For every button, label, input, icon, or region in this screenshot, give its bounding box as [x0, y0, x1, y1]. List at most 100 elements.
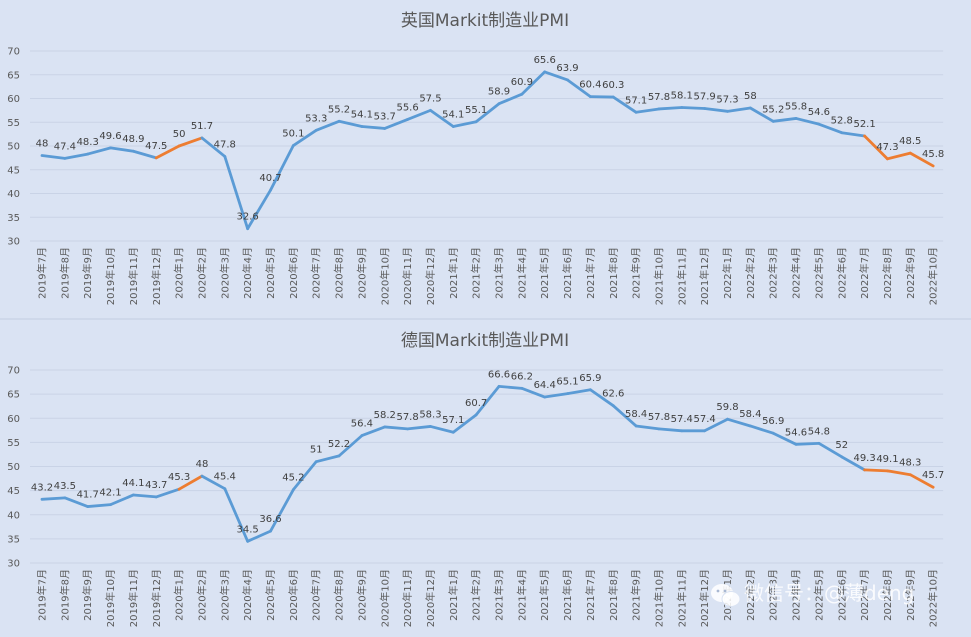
x-tick-label: 2022年3月: [767, 247, 780, 299]
data-label: 52.1: [853, 119, 875, 130]
line-segment: [223, 487, 250, 543]
line-segment: [291, 128, 318, 147]
x-tick-label: 2022年10月: [927, 247, 940, 305]
y-tick-label: 60: [7, 94, 20, 105]
x-tick-label: 2019年8月: [58, 569, 71, 621]
x-tick-label: 2022年9月: [904, 247, 917, 299]
data-label: 60.4: [579, 80, 601, 91]
line-segment: [131, 493, 158, 499]
data-label: 53.7: [374, 111, 396, 122]
line-segment: [817, 122, 844, 135]
x-tick-label: 2020年12月: [424, 247, 437, 305]
data-label: 51: [310, 445, 323, 456]
line-segment: [794, 441, 821, 446]
data-label: 60.9: [511, 77, 533, 88]
x-tick-label: 2019年11月: [127, 247, 140, 305]
data-label: 55.2: [762, 104, 784, 115]
data-label: 53.3: [305, 113, 327, 124]
x-tick-label: 2020年8月: [333, 247, 346, 299]
line-segment: [223, 155, 250, 231]
data-label: 65.9: [579, 373, 601, 384]
line-segment: [840, 131, 866, 138]
data-label: 47.4: [54, 141, 76, 152]
x-tick-label: 2020年11月: [401, 247, 414, 305]
x-tick-label: 2021年12月: [698, 247, 711, 305]
line-segment: [383, 118, 410, 130]
x-tick-label: 2022年7月: [858, 569, 871, 621]
highlight-line-segment: [863, 134, 889, 161]
data-label: 45.4: [214, 472, 236, 483]
data-label: 62.6: [602, 389, 624, 400]
x-tick-label: 2021年5月: [538, 247, 551, 299]
data-label: 60.3: [602, 80, 624, 91]
data-label: 48.5: [899, 136, 921, 147]
series-lines: [40, 385, 935, 543]
x-tick-label: 2020年10月: [378, 247, 391, 305]
line-segment: [86, 503, 112, 508]
x-tick-label: 2022年2月: [744, 247, 757, 299]
x-tick-label: 2020年4月: [241, 569, 254, 621]
y-tick-label: 60: [7, 414, 20, 425]
x-tick-label: 2020年2月: [195, 569, 208, 621]
data-label: 43.7: [145, 480, 167, 491]
data-label: 48: [36, 139, 49, 150]
data-label: 58.1: [671, 91, 693, 102]
line-segment: [429, 425, 455, 434]
x-tick-label: 2022年8月: [881, 569, 894, 621]
x-tick-label: 2022年2月: [744, 569, 757, 621]
x-tick-label: 2021年11月: [675, 569, 688, 627]
line-segment: [726, 106, 752, 113]
x-tick-label: 2020年3月: [218, 569, 231, 621]
data-label: 55.8: [785, 101, 807, 112]
data-label: 54.1: [442, 110, 464, 121]
x-tick-label: 2021年12月: [698, 569, 711, 627]
line-segment: [291, 460, 318, 492]
line-segment: [246, 188, 272, 231]
line-segment: [40, 154, 67, 160]
y-tick-label: 70: [7, 47, 20, 58]
y-axis-ticks: 30 35 40 45 50 55 60 65 70: [7, 47, 20, 248]
data-label: 45.7: [922, 470, 944, 481]
data-label: 65.1: [556, 377, 578, 388]
data-label: 65.6: [534, 55, 556, 66]
line-segment: [63, 152, 90, 160]
line-segment: [520, 386, 547, 399]
line-segment: [589, 388, 615, 408]
line-segment: [771, 117, 798, 123]
y-tick-label: 65: [7, 70, 20, 81]
line-segment: [269, 144, 295, 192]
data-label: 45.8: [922, 149, 944, 160]
data-label: 49.6: [99, 131, 121, 142]
line-segment: [703, 417, 729, 433]
y-tick-label: 50: [7, 462, 20, 473]
highlight-line-segment: [177, 136, 204, 148]
highlight-line-segment: [908, 473, 935, 489]
data-label: 58.9: [488, 87, 510, 98]
data-label: 58.2: [374, 410, 396, 421]
x-tick-label: 2020年1月: [173, 569, 186, 621]
line-segment: [269, 488, 295, 533]
line-segment: [451, 120, 478, 128]
data-label: 50: [173, 129, 186, 140]
data-label: 58.4: [625, 409, 647, 420]
x-tick-label: 2022年6月: [835, 247, 848, 299]
x-tick-label: 2019年12月: [150, 569, 163, 627]
data-label: 57.8: [396, 412, 418, 423]
data-label: 52.8: [831, 116, 853, 127]
line-segment: [314, 454, 341, 464]
data-label: 57.4: [671, 414, 693, 425]
x-tick-label: 2019年9月: [81, 247, 94, 299]
data-label: 48.9: [122, 134, 144, 145]
data-label: 34.5: [237, 524, 259, 535]
data-label: 49.1: [876, 454, 898, 465]
line-segment: [566, 78, 592, 98]
x-tick-label: 2021年11月: [675, 247, 688, 305]
data-label: 57.1: [442, 415, 464, 426]
x-tick-label: 2019年10月: [104, 569, 117, 627]
x-tick-label: 2020年5月: [264, 247, 277, 299]
x-tick-label: 2021年2月: [470, 569, 483, 621]
x-tick-label: 2021年1月: [447, 569, 460, 621]
data-label: 64.4: [534, 380, 556, 391]
line-segment: [748, 106, 775, 123]
